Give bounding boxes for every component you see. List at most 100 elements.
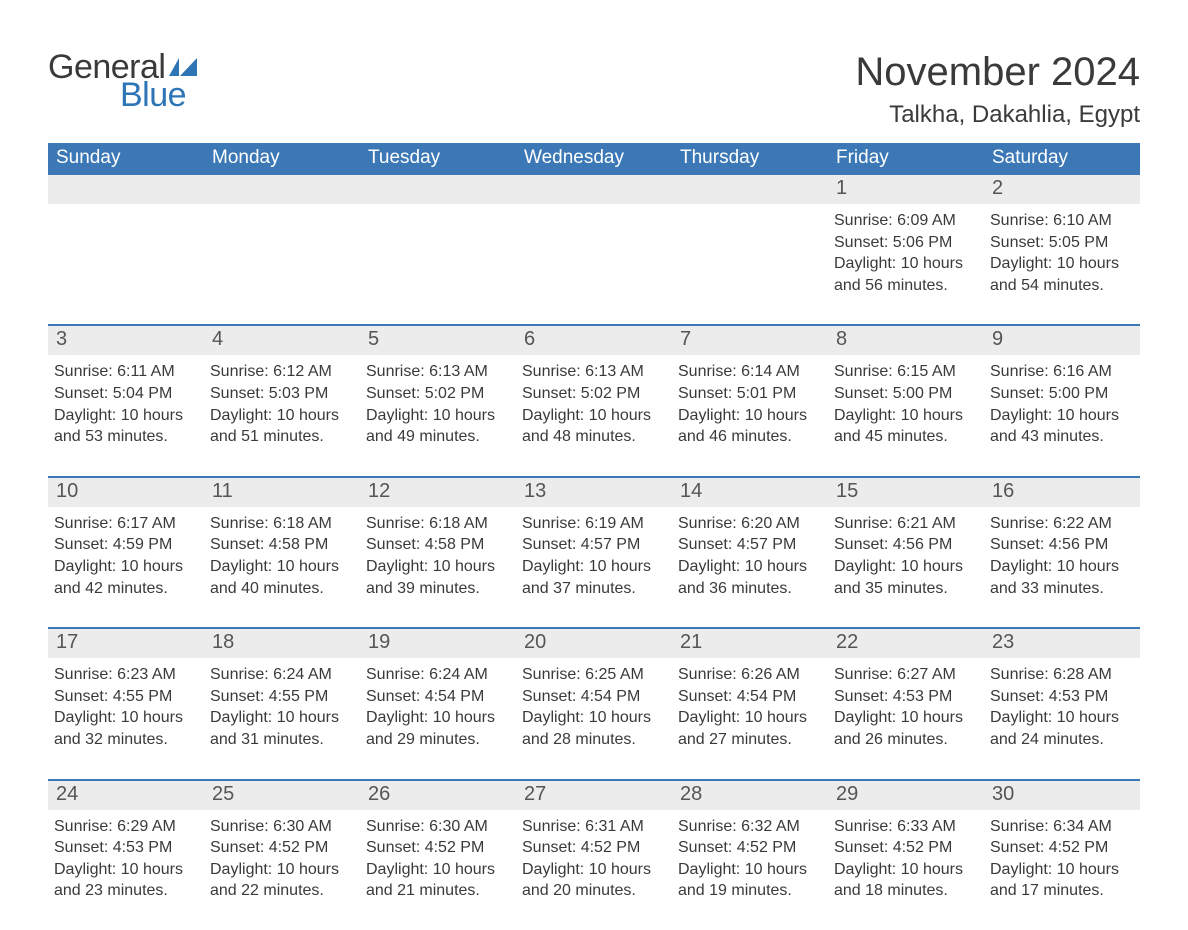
week-row: 3Sunrise: 6:11 AMSunset: 5:04 PMDaylight… xyxy=(48,324,1140,475)
day-cell: 28Sunrise: 6:32 AMSunset: 4:52 PMDayligh… xyxy=(672,779,828,930)
day-detail-sunset: Sunset: 4:53 PM xyxy=(990,686,1134,708)
flag-icon xyxy=(169,58,197,78)
day-detail-daylight2: and 51 minutes. xyxy=(210,426,354,448)
day-detail-daylight2: and 45 minutes. xyxy=(834,426,978,448)
day-cell: 12Sunrise: 6:18 AMSunset: 4:58 PMDayligh… xyxy=(360,476,516,627)
day-cell: 13Sunrise: 6:19 AMSunset: 4:57 PMDayligh… xyxy=(516,476,672,627)
day-detail-daylight1: Daylight: 10 hours xyxy=(366,859,510,881)
day-detail-daylight1: Daylight: 10 hours xyxy=(210,556,354,578)
day-detail-sunset: Sunset: 5:04 PM xyxy=(54,383,198,405)
day-cell: 21 Sunrise: 6:26 AMSunset: 4:54 PMDayligh… xyxy=(672,627,828,778)
day-detail-sunrise: Sunrise: 6:12 AM xyxy=(210,361,354,383)
day-detail-daylight2: and 22 minutes. xyxy=(210,880,354,902)
day-detail-sunrise: Sunrise: 6:23 AM xyxy=(54,664,198,686)
day-detail-sunrise: Sunrise: 6:26 AM xyxy=(678,664,822,686)
weekday-header-cell: Tuesday xyxy=(360,143,516,175)
day-detail-daylight1: Daylight: 10 hours xyxy=(366,405,510,427)
empty-day-cell xyxy=(204,175,360,324)
day-cell: 23Sunrise: 6:28 AMSunset: 4:53 PMDayligh… xyxy=(984,627,1140,778)
day-detail-daylight2: and 56 minutes. xyxy=(834,275,978,297)
header-row: General Blue November 2024 Talkha, Dakah… xyxy=(48,50,1140,129)
day-detail-daylight1: Daylight: 10 hours xyxy=(834,707,978,729)
day-number-bar: 25 xyxy=(204,779,360,810)
day-detail-sunset: Sunset: 5:06 PM xyxy=(834,232,978,254)
day-detail-sunrise: Sunrise: 6:21 AM xyxy=(834,513,978,535)
day-detail-daylight1: Daylight: 10 hours xyxy=(522,859,666,881)
day-cell: 6Sunrise: 6:13 AMSunset: 5:02 PMDaylight… xyxy=(516,324,672,475)
day-detail-sunrise: Sunrise: 6:30 AM xyxy=(366,816,510,838)
day-number-bar: 17 xyxy=(48,627,204,658)
day-detail-daylight1: Daylight: 10 hours xyxy=(54,707,198,729)
day-detail-daylight2: and 40 minutes. xyxy=(210,578,354,600)
week-row: 10Sunrise: 6:17 AMSunset: 4:59 PMDayligh… xyxy=(48,476,1140,627)
day-detail-sunset: Sunset: 4:52 PM xyxy=(210,837,354,859)
day-detail-sunset: Sunset: 4:54 PM xyxy=(678,686,822,708)
day-number-bar xyxy=(672,175,828,204)
day-detail-sunset: Sunset: 4:59 PM xyxy=(54,534,198,556)
empty-day-cell xyxy=(48,175,204,324)
day-detail-sunset: Sunset: 4:52 PM xyxy=(834,837,978,859)
week-row: 17Sunrise: 6:23 AMSunset: 4:55 PMDayligh… xyxy=(48,627,1140,778)
day-cell: 2Sunrise: 6:10 AMSunset: 5:05 PMDaylight… xyxy=(984,175,1140,324)
day-cell: 4Sunrise: 6:12 AMSunset: 5:03 PMDaylight… xyxy=(204,324,360,475)
day-detail-daylight2: and 21 minutes. xyxy=(366,880,510,902)
day-number-bar: 8 xyxy=(828,324,984,355)
day-detail-daylight2: and 42 minutes. xyxy=(54,578,198,600)
day-detail-sunset: Sunset: 5:05 PM xyxy=(990,232,1134,254)
day-cell: 18Sunrise: 6:24 AMSunset: 4:55 PMDayligh… xyxy=(204,627,360,778)
day-detail-daylight2: and 39 minutes. xyxy=(366,578,510,600)
day-detail-daylight1: Daylight: 10 hours xyxy=(990,405,1134,427)
day-detail-sunrise: Sunrise: 6:31 AM xyxy=(522,816,666,838)
day-cell: 30Sunrise: 6:34 AMSunset: 4:52 PMDayligh… xyxy=(984,779,1140,930)
day-number-bar: 10 xyxy=(48,476,204,507)
day-cell: 22Sunrise: 6:27 AMSunset: 4:53 PMDayligh… xyxy=(828,627,984,778)
day-detail-daylight2: and 23 minutes. xyxy=(54,880,198,902)
day-number-bar: 6 xyxy=(516,324,672,355)
day-detail-sunrise: Sunrise: 6:13 AM xyxy=(522,361,666,383)
day-detail-sunset: Sunset: 4:58 PM xyxy=(210,534,354,556)
weekday-header-cell: Friday xyxy=(828,143,984,175)
empty-day-cell xyxy=(516,175,672,324)
day-detail-daylight1: Daylight: 10 hours xyxy=(678,405,822,427)
day-detail-sunrise: Sunrise: 6:18 AM xyxy=(210,513,354,535)
month-title: November 2024 xyxy=(855,50,1140,95)
day-detail-sunset: Sunset: 4:56 PM xyxy=(990,534,1134,556)
day-number-bar: 16 xyxy=(984,476,1140,507)
day-detail-sunrise: Sunrise: 6:13 AM xyxy=(366,361,510,383)
day-detail-daylight1: Daylight: 10 hours xyxy=(54,405,198,427)
day-detail-daylight2: and 29 minutes. xyxy=(366,729,510,751)
day-number-bar: 29 xyxy=(828,779,984,810)
day-detail-daylight1: Daylight: 10 hours xyxy=(54,556,198,578)
day-detail-sunrise: Sunrise: 6:11 AM xyxy=(54,361,198,383)
day-detail-sunset: Sunset: 4:55 PM xyxy=(54,686,198,708)
day-detail-daylight2: and 24 minutes. xyxy=(990,729,1134,751)
day-detail-sunrise: Sunrise: 6:25 AM xyxy=(522,664,666,686)
day-detail-sunrise: Sunrise: 6:18 AM xyxy=(366,513,510,535)
weekday-header-cell: Sunday xyxy=(48,143,204,175)
day-number-bar: 21 xyxy=(672,627,828,658)
calendar-grid: SundayMondayTuesdayWednesdayThursdayFrid… xyxy=(48,143,1140,930)
day-detail-sunset: Sunset: 5:03 PM xyxy=(210,383,354,405)
day-detail-daylight1: Daylight: 10 hours xyxy=(990,707,1134,729)
empty-day-cell xyxy=(672,175,828,324)
weekday-header-cell: Monday xyxy=(204,143,360,175)
day-detail-sunrise: Sunrise: 6:27 AM xyxy=(834,664,978,686)
day-cell: 5Sunrise: 6:13 AMSunset: 5:02 PMDaylight… xyxy=(360,324,516,475)
weekday-header-cell: Saturday xyxy=(984,143,1140,175)
day-detail-daylight1: Daylight: 10 hours xyxy=(366,556,510,578)
day-detail-daylight1: Daylight: 10 hours xyxy=(834,859,978,881)
day-detail-daylight1: Daylight: 10 hours xyxy=(678,707,822,729)
day-detail-daylight1: Daylight: 10 hours xyxy=(834,556,978,578)
day-number-bar: 30 xyxy=(984,779,1140,810)
day-detail-sunrise: Sunrise: 6:20 AM xyxy=(678,513,822,535)
day-cell: 17 Sunrise: 6:23 AMSunset: 4:55 PMDayligh… xyxy=(48,627,204,778)
day-cell: 15Sunrise: 6:21 AMSunset: 4:56 PMDayligh… xyxy=(828,476,984,627)
day-number-bar: 15 xyxy=(828,476,984,507)
day-detail-daylight2: and 31 minutes. xyxy=(210,729,354,751)
day-cell: 27Sunrise: 6:31 AMSunset: 4:52 PMDayligh… xyxy=(516,779,672,930)
day-number-bar: 1 xyxy=(828,175,984,204)
day-detail-daylight1: Daylight: 10 hours xyxy=(990,859,1134,881)
day-cell: 25Sunrise: 6:30 AMSunset: 4:52 PMDayligh… xyxy=(204,779,360,930)
day-detail-daylight2: and 17 minutes. xyxy=(990,880,1134,902)
day-number-bar: 4 xyxy=(204,324,360,355)
